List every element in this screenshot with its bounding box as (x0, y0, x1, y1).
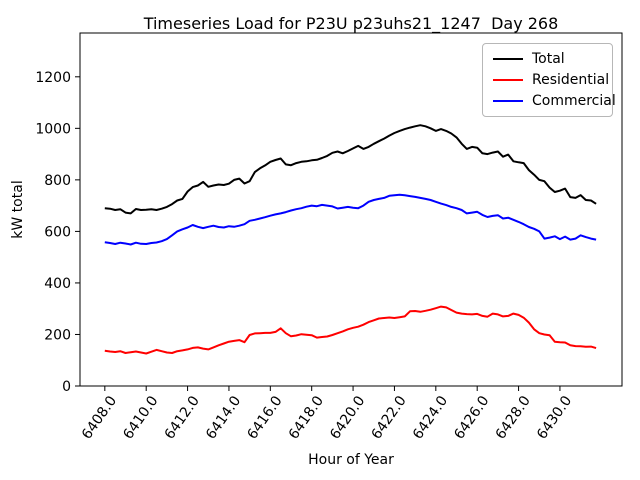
y-tick-label: 1200 (35, 70, 71, 86)
residential-line-swatch (493, 79, 523, 81)
legend: Total Residential Commercial (482, 43, 616, 117)
y-tick-label: 200 (44, 327, 71, 343)
x-tick-label: 6416.0 (244, 393, 285, 442)
plot-frame (79, 32, 623, 387)
series-line-total (104, 124, 597, 215)
x-tick-label: 6414.0 (203, 393, 244, 442)
y-axis-label: kW total (10, 180, 26, 238)
series-line-commercial (104, 193, 597, 246)
x-tick-label: 6424.0 (410, 393, 451, 442)
x-tick-label: 6412.0 (162, 393, 203, 442)
y-tick-label: 1000 (35, 121, 71, 137)
y-tick-label: 800 (44, 173, 71, 189)
x-tick-label: 6408.0 (79, 393, 120, 442)
legend-label-commercial: Commercial (532, 93, 616, 109)
x-tick-label: 6420.0 (327, 393, 368, 442)
series-line-residential (104, 305, 597, 355)
y-tick-label: 400 (44, 276, 71, 292)
x-tick-label: 6418.0 (286, 393, 327, 442)
legend-entry-commercial: Commercial (493, 94, 616, 108)
x-tick-label: 6410.0 (120, 393, 161, 442)
x-axis-label: Hour of Year (308, 452, 394, 468)
x-tick-label: 6430.0 (534, 393, 575, 442)
chart-title: Timeseries Load for P23U p23uhs21_1247 D… (143, 14, 559, 33)
x-tick-label: 6422.0 (369, 393, 410, 442)
legend-label-total: Total (532, 51, 565, 67)
total-line-swatch (493, 58, 523, 60)
legend-label-residential: Residential (532, 72, 610, 88)
commercial-line-swatch (493, 100, 523, 102)
legend-entry-total: Total (493, 52, 602, 66)
x-tick-label: 6426.0 (451, 393, 492, 442)
legend-entry-residential: Residential (493, 73, 609, 87)
y-tick-label: 600 (44, 224, 71, 240)
x-tick-label: 6428.0 (493, 393, 534, 442)
y-tick-label: 0 (62, 379, 71, 395)
